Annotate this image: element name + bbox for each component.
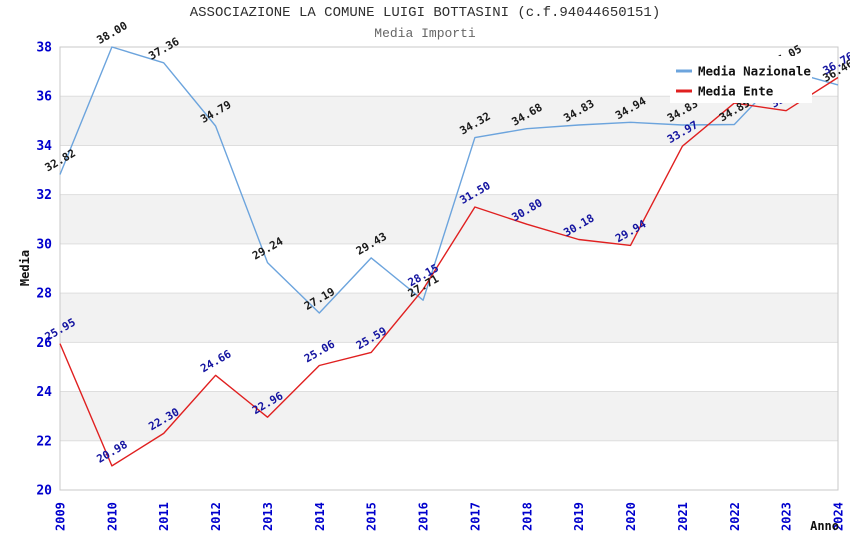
series-line-media-ente: [59, 76, 839, 467]
data-label: 38.00: [95, 19, 130, 47]
y-tick-label: 26: [36, 336, 52, 351]
x-tick-label: 2010: [105, 502, 119, 531]
y-tick-label: 38: [36, 41, 52, 56]
x-tick-label: 2018: [520, 502, 534, 531]
x-tick-label: 2019: [572, 502, 586, 531]
data-label: 20.98: [95, 438, 130, 466]
y-tick-label: 36: [36, 90, 52, 105]
x-tick-label: 2009: [54, 502, 68, 531]
y-tick-label: 20: [36, 484, 52, 499]
x-tick-label: 2020: [624, 502, 638, 531]
y-tick-label: 28: [36, 287, 52, 302]
plot-band: [60, 391, 838, 441]
x-tick-label: 2013: [261, 502, 275, 531]
x-tick-label: 2015: [365, 502, 379, 531]
plot-band: [60, 96, 838, 146]
chart-subtitle: Media Importi: [374, 26, 476, 41]
y-tick-label: 34: [36, 139, 52, 154]
x-axis-title: Anno: [810, 519, 839, 533]
y-tick-label: 22: [36, 434, 52, 449]
x-tick-label: 2014: [313, 502, 327, 531]
y-tick-label: 24: [36, 385, 52, 400]
legend-label: Media Ente: [698, 84, 774, 99]
plot-band: [60, 293, 838, 343]
data-label: 37.36: [146, 35, 182, 63]
x-tick-label: 2023: [780, 502, 794, 531]
y-tick-label: 32: [36, 188, 52, 203]
plot-frame: [59, 46, 839, 491]
data-label: 24.66: [198, 347, 234, 375]
x-tick-label: 2024: [832, 502, 846, 531]
x-tick-label: 2021: [676, 502, 690, 531]
legend-box: [670, 56, 812, 103]
chart-title: ASSOCIAZIONE LA COMUNE LUIGI BOTTASINI (…: [189, 5, 661, 21]
legend-label: Media Nazionale: [698, 64, 811, 79]
x-tick-label: 2016: [417, 502, 431, 531]
x-tick-label: 2012: [209, 502, 223, 531]
y-tick-label: 30: [36, 237, 52, 252]
x-tick-label: 2011: [157, 502, 171, 531]
x-tick-label: 2022: [728, 502, 742, 531]
y-axis-title: Media: [18, 250, 32, 286]
x-tick-label: 2017: [468, 502, 482, 531]
